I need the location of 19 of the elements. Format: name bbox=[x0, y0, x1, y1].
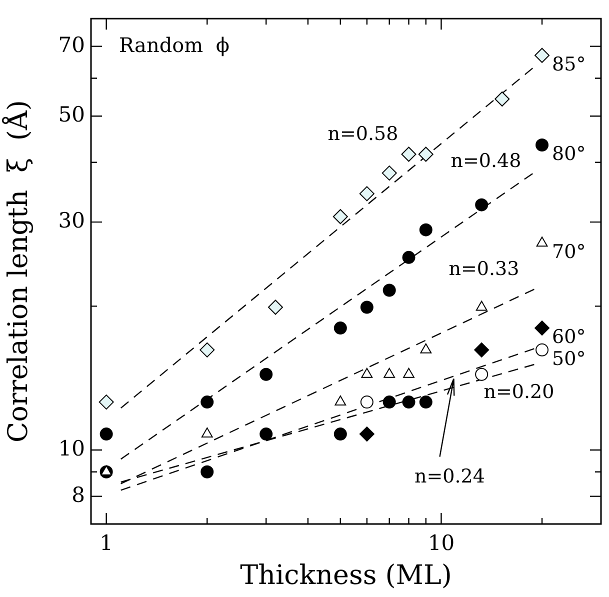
y-tick-label: 50 bbox=[58, 102, 85, 127]
y-tick-label: 70 bbox=[58, 32, 85, 57]
legend-label: 85° bbox=[552, 53, 586, 76]
annotation: Random ϕ bbox=[119, 32, 230, 57]
legend-label: 60° bbox=[552, 326, 586, 348]
annotation: n=0.33 bbox=[448, 258, 520, 280]
y-axis-title: Correlation length ξ (Å) bbox=[1, 100, 34, 443]
series-label: 80° bbox=[552, 142, 586, 165]
legend-label: 70° bbox=[552, 241, 586, 264]
y-tick-label: 30 bbox=[58, 208, 85, 233]
y-tick-label: 8 bbox=[72, 482, 85, 507]
y-tick-label: 10 bbox=[58, 436, 85, 460]
x-axis-title: Thickness (ML) bbox=[240, 560, 452, 591]
x-tick-label: 1 bbox=[100, 531, 114, 556]
annotation: n=0.24 bbox=[414, 466, 485, 488]
series-label: 50° bbox=[552, 348, 586, 370]
annotation: n=0.20 bbox=[484, 380, 554, 403]
annotation: n=0.58 bbox=[328, 122, 398, 145]
annotation: n=0.48 bbox=[450, 150, 522, 172]
